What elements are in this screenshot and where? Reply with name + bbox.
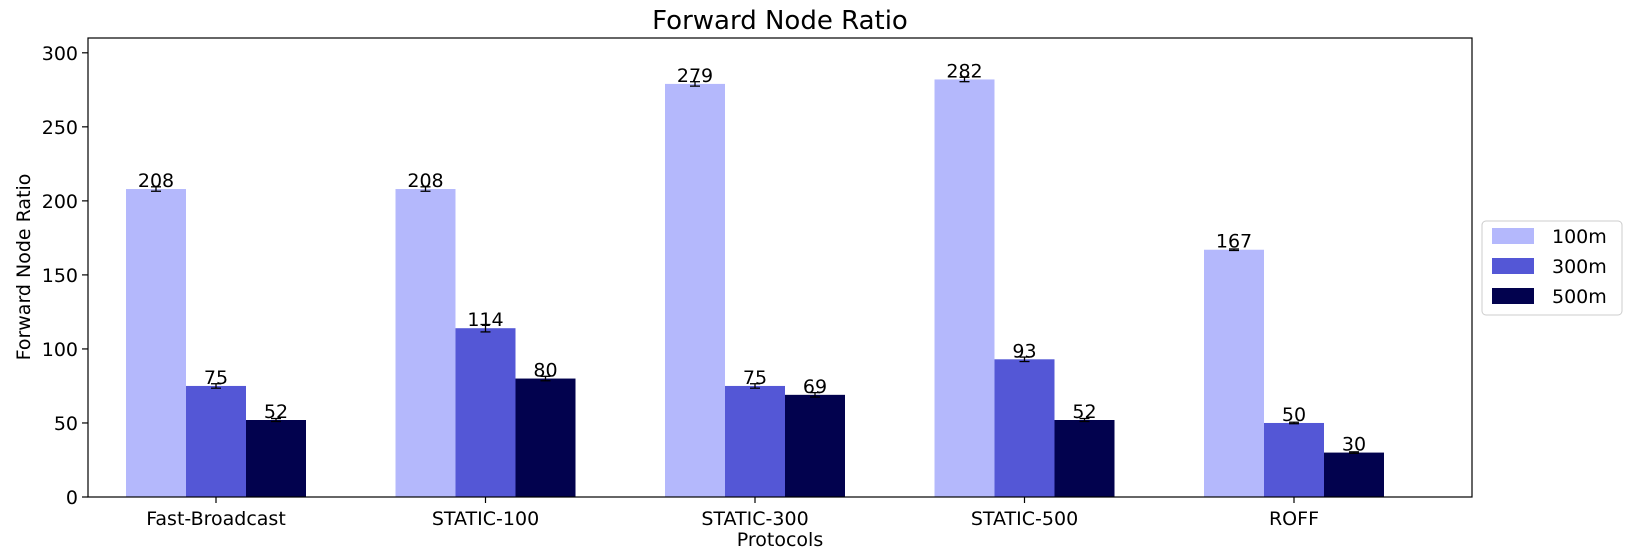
x-tick-label: STATIC-100 <box>432 508 539 530</box>
legend-swatch <box>1492 288 1534 304</box>
data-label: 52 <box>1072 401 1096 423</box>
chart-title: Forward Node Ratio <box>652 6 908 36</box>
plot-frame <box>87 37 1473 498</box>
legend: 100m 300m 500m <box>1481 220 1623 316</box>
x-tick-label: ROFF <box>1269 508 1319 530</box>
x-axis: Fast-Broadcast STATIC-100 STATIC-300 STATIC… <box>146 497 1319 530</box>
y-tick-label: 250 <box>42 117 78 139</box>
y-axis-title: Forward Node Ratio <box>13 174 35 361</box>
bar <box>455 328 516 497</box>
bar <box>665 83 725 498</box>
y-tick-label: 300 <box>42 43 78 65</box>
x-tick-label: Fast-Broadcast <box>146 508 286 530</box>
bar <box>395 189 456 497</box>
data-label: 50 <box>1282 404 1306 426</box>
bar <box>1324 452 1384 497</box>
data-label: 282 <box>946 60 982 82</box>
y-tick-label: 150 <box>42 265 78 287</box>
bar <box>1204 249 1264 497</box>
data-label: 208 <box>138 170 174 192</box>
y-tick-label: 100 <box>42 339 78 361</box>
error-bars <box>151 76 1359 454</box>
data-label: 167 <box>1216 231 1252 253</box>
data-label: 30 <box>1342 434 1366 456</box>
y-axis: 0 50 100 150 200 250 300 <box>42 43 88 509</box>
y-tick-label: 0 <box>66 487 78 509</box>
data-label: 69 <box>803 376 827 398</box>
data-labels: 208 208 279 282 167 75 114 75 93 50 52 80 69 52 30 <box>138 60 1366 455</box>
bar <box>1264 422 1324 497</box>
legend-label: 500m <box>1552 286 1607 308</box>
bar <box>246 420 306 497</box>
data-label: 75 <box>204 367 228 389</box>
data-label: 52 <box>264 401 288 423</box>
data-label: 279 <box>677 65 713 87</box>
legend-label: 300m <box>1552 256 1607 278</box>
bar <box>934 79 995 497</box>
bar <box>126 189 186 497</box>
bar <box>994 359 1055 497</box>
legend-swatch <box>1492 258 1534 274</box>
plot-bars <box>126 79 1384 498</box>
y-tick-label: 50 <box>54 413 78 435</box>
bar <box>725 385 785 497</box>
bar <box>515 378 576 497</box>
x-tick-label: STATIC-500 <box>971 508 1078 530</box>
legend-swatch <box>1492 228 1534 244</box>
data-label: 93 <box>1012 340 1036 362</box>
data-label: 208 <box>407 170 443 192</box>
x-tick-label: STATIC-300 <box>701 508 808 530</box>
x-axis-title: Protocols <box>737 529 823 550</box>
data-label: 75 <box>743 367 767 389</box>
bar <box>186 385 246 497</box>
bar <box>785 394 845 497</box>
data-label: 114 <box>467 309 503 331</box>
y-tick-label: 200 <box>42 191 78 213</box>
legend-label: 100m <box>1552 226 1607 248</box>
bar <box>1054 420 1115 497</box>
data-label: 80 <box>533 360 557 382</box>
